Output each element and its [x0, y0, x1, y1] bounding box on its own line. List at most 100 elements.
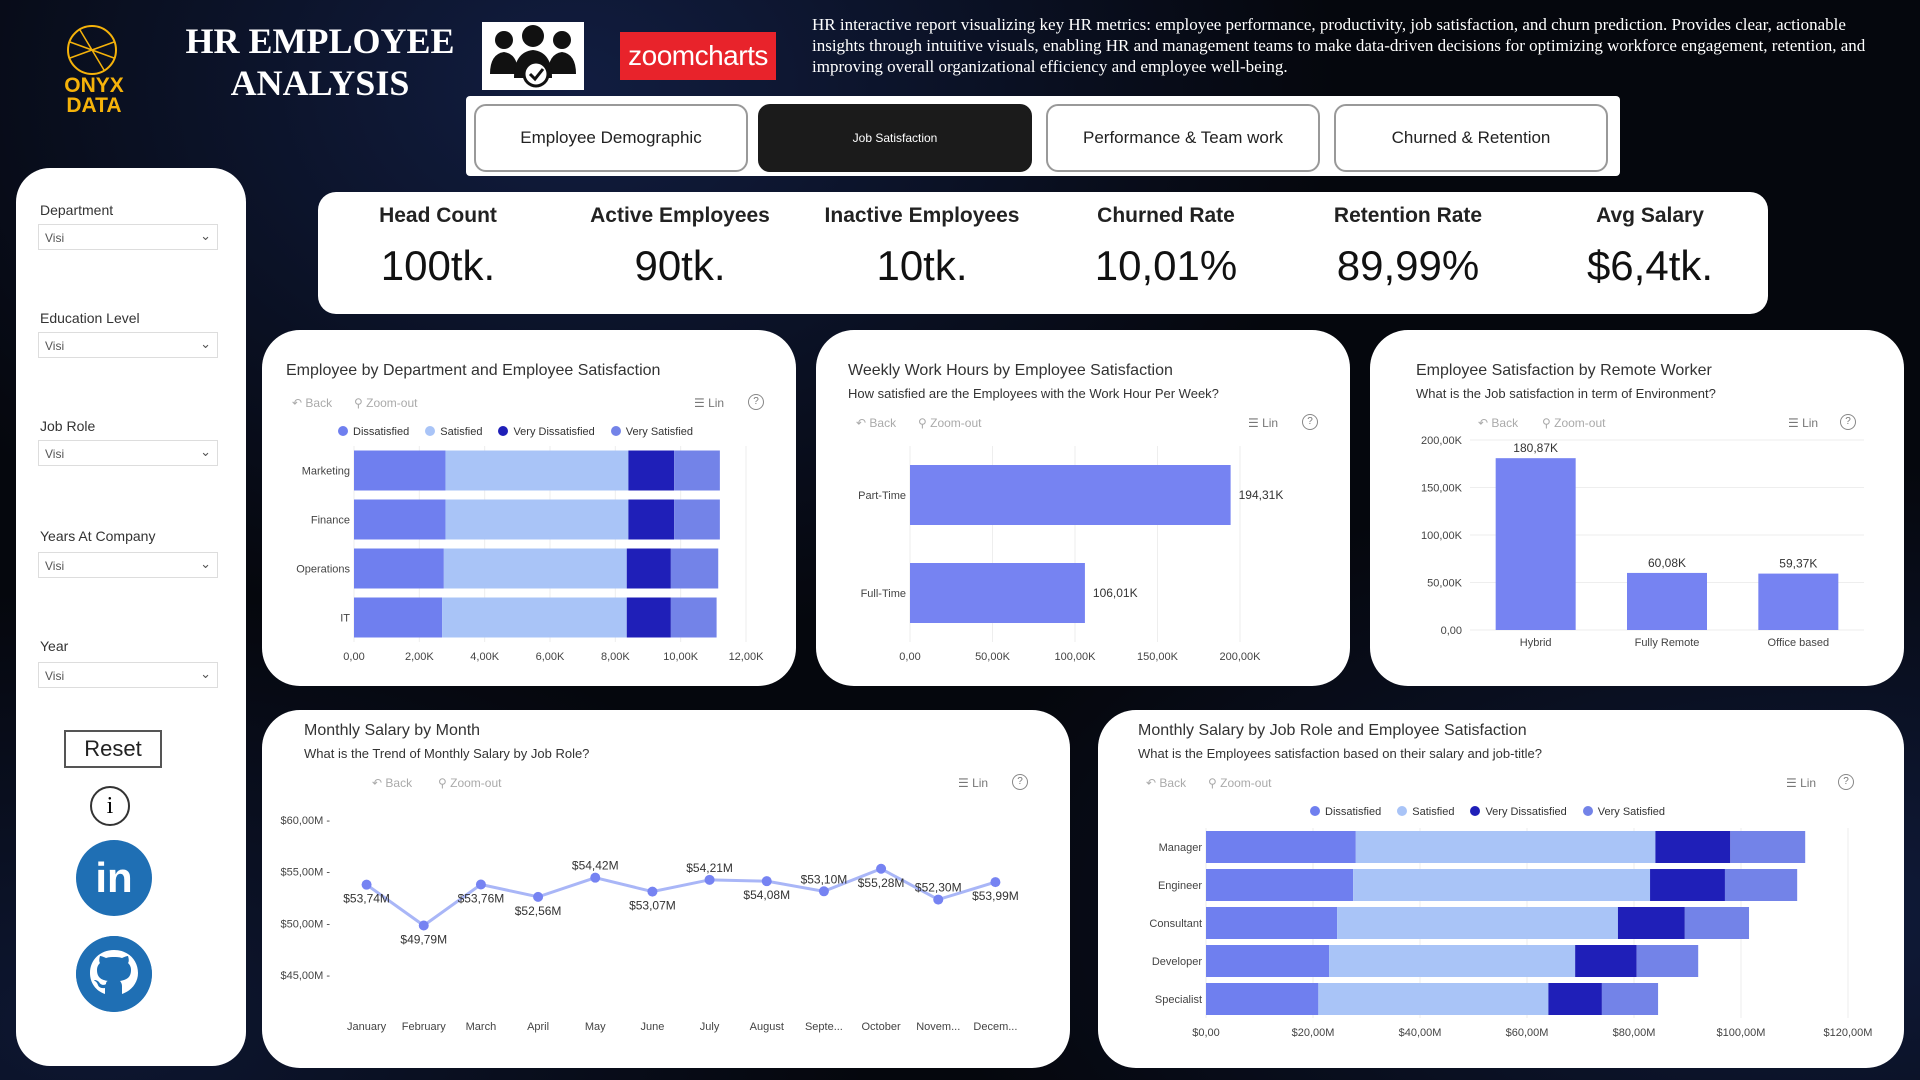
lin-toggle[interactable]: ☰ Lin — [1786, 776, 1817, 790]
legend-dot — [498, 426, 509, 436]
filter-label-education: Education Level — [40, 310, 140, 326]
bar-segment — [1601, 983, 1659, 1015]
legend-item-dissatisfied[interactable]: Dissatisfied — [1310, 806, 1381, 818]
bar — [1495, 458, 1576, 630]
x-tick-label: 4,00K — [470, 651, 499, 663]
help-icon[interactable]: ? — [1840, 414, 1856, 430]
data-label: $53,76M — [458, 891, 505, 905]
data-label: 194,31K — [1239, 488, 1284, 502]
github-icon[interactable] — [76, 936, 152, 1012]
help-icon[interactable]: ? — [1302, 414, 1318, 430]
legend-item-very-dissatisfied[interactable]: Very Dissatisfied — [498, 426, 595, 438]
kpi-card: Head Count 100tk. Active Employees 90tk. I… — [318, 192, 1768, 314]
y-tick-label: 100,00K — [1421, 530, 1463, 542]
zoom-out-button[interactable]: ⚲ Zoom-out — [1542, 416, 1606, 430]
data-label: $52,30M — [915, 881, 962, 895]
category-label: Operations — [296, 564, 350, 576]
bar-segment — [1724, 869, 1798, 901]
education-level-dropdown[interactable]: Visi ⌄ — [38, 332, 218, 358]
x-tick-label: 10,00K — [663, 651, 699, 663]
job-role-dropdown[interactable]: Visi ⌄ — [38, 440, 218, 466]
legend-item-dissatisfied[interactable]: Dissatisfied — [338, 426, 409, 438]
kpi-churned-rate: Churned Rate 10,01% — [1046, 204, 1286, 290]
lin-toggle[interactable]: ☰ Lin — [958, 776, 989, 790]
lin-label: Lin — [708, 396, 725, 410]
data-label: 59,37K — [1779, 557, 1817, 571]
data-point — [361, 879, 372, 890]
legend-label: Satisfied — [440, 426, 483, 438]
tab-job-satisfaction[interactable]: Job Satisfaction — [758, 104, 1032, 172]
back-button[interactable]: ↶ Back — [1146, 776, 1187, 790]
lin-toggle[interactable]: ☰ Lin — [1788, 416, 1819, 430]
x-tick-label: January — [347, 1021, 387, 1033]
category-label: IT — [340, 613, 350, 625]
kpi-label: Inactive Employees — [824, 204, 1020, 227]
legend-item-very-satisfied[interactable]: Very Satisfied — [1582, 806, 1666, 818]
lin-label: Lin — [1262, 416, 1279, 430]
bar-segment — [354, 499, 446, 540]
legend-label: Very Dissatisfied — [513, 426, 595, 438]
back-button[interactable]: ↶ Back — [372, 776, 413, 790]
category-label: Fully Remote — [1635, 637, 1700, 649]
work-hours-card: Weekly Work Hours by Employee Satisfacti… — [816, 330, 1350, 686]
chart-title: Weekly Work Hours by Employee Satisfacti… — [848, 362, 1173, 379]
kpi-value: $6,4tk. — [1586, 242, 1714, 289]
zoom-out-button[interactable]: ⚲ Zoom-out — [1208, 776, 1272, 790]
help-icon[interactable]: ? — [748, 394, 764, 410]
legend-label: Very Satisfied — [1597, 806, 1666, 818]
x-tick-label: Decem... — [973, 1021, 1017, 1033]
back-label: Back — [869, 416, 897, 430]
report-description: HR interactive report visualizing key HR… — [812, 15, 1866, 76]
x-tick-label: August — [750, 1021, 784, 1033]
data-label: $53,99M — [972, 889, 1019, 903]
category-label: Hybrid — [1520, 637, 1552, 649]
back-button[interactable]: ↶ Back — [1478, 416, 1519, 430]
monthly-salary-card: Monthly Salary by Month What is the Tren… — [262, 710, 1070, 1068]
chart-title: Monthly Salary by Month — [304, 722, 481, 739]
legend-dot — [425, 426, 436, 436]
back-button[interactable]: ↶ Back — [292, 396, 333, 410]
tab-performance-teamwork[interactable]: Performance & Team work — [1046, 104, 1320, 172]
lin-toggle[interactable]: ☰ Lin — [694, 396, 725, 410]
zoom-out-button[interactable]: ⚲ Zoom-out — [354, 396, 418, 410]
bar-segment — [1329, 945, 1576, 977]
reset-button[interactable]: Reset — [64, 730, 162, 768]
dropdown-value: Visi — [45, 447, 65, 461]
year-dropdown[interactable]: Visi ⌄ — [38, 662, 218, 688]
linkedin-icon[interactable]: in — [76, 840, 152, 916]
legend-item-very-dissatisfied[interactable]: Very Dissatisfied — [1470, 806, 1567, 818]
tab-employee-demographic[interactable]: Employee Demographic — [474, 104, 748, 172]
chart-legend: Dissatisfied Satisfied Very Dissatisfied… — [1310, 806, 1665, 818]
tab-churned-retention[interactable]: Churned & Retention — [1334, 104, 1608, 172]
info-icon[interactable]: i — [90, 786, 130, 826]
years-at-company-dropdown[interactable]: Visi ⌄ — [38, 552, 218, 578]
data-point — [475, 879, 486, 890]
department-dropdown[interactable]: Visi ⌄ — [38, 224, 218, 250]
bar-segment — [670, 597, 717, 638]
data-point — [590, 872, 601, 883]
help-icon[interactable]: ? — [1838, 774, 1854, 790]
legend-item-satisfied[interactable]: Satisfied — [425, 426, 482, 438]
bar-segment — [1206, 945, 1330, 977]
x-tick-label: $40,00M — [1399, 1027, 1442, 1039]
zoom-out-button[interactable]: ⚲ Zoom-out — [918, 416, 982, 430]
zoom-out-label: Zoom-out — [366, 396, 418, 410]
lin-toggle[interactable]: ☰ Lin — [1248, 416, 1279, 430]
chevron-down-icon: ⌄ — [200, 228, 211, 243]
back-button[interactable]: ↶ Back — [856, 416, 897, 430]
chart-subtitle: What is the Trend of Monthly Salary by J… — [304, 746, 590, 761]
dropdown-value: Visi — [45, 231, 65, 245]
x-tick-label: 2,00K — [405, 651, 434, 663]
legend-item-satisfied[interactable]: Satisfied — [1397, 806, 1454, 818]
remote-worker-card: Employee Satisfaction by Remote Worker W… — [1370, 330, 1904, 686]
tab-bar: Employee Demographic Job Satisfaction Pe… — [466, 96, 1620, 176]
bar-segment — [1575, 945, 1637, 977]
help-icon[interactable]: ? — [1012, 774, 1028, 790]
zoom-out-button[interactable]: ⚲ Zoom-out — [438, 776, 502, 790]
x-tick-label: 200,00K — [1220, 651, 1262, 663]
legend-item-very-satisfied[interactable]: Very Satisfied — [610, 426, 693, 438]
bar-segment — [628, 450, 675, 491]
chart-legend: Dissatisfied Satisfied Very Dissatisfied… — [338, 426, 693, 438]
x-tick-label: Novem... — [916, 1021, 960, 1033]
x-tick-label: $20,00M — [1292, 1027, 1335, 1039]
